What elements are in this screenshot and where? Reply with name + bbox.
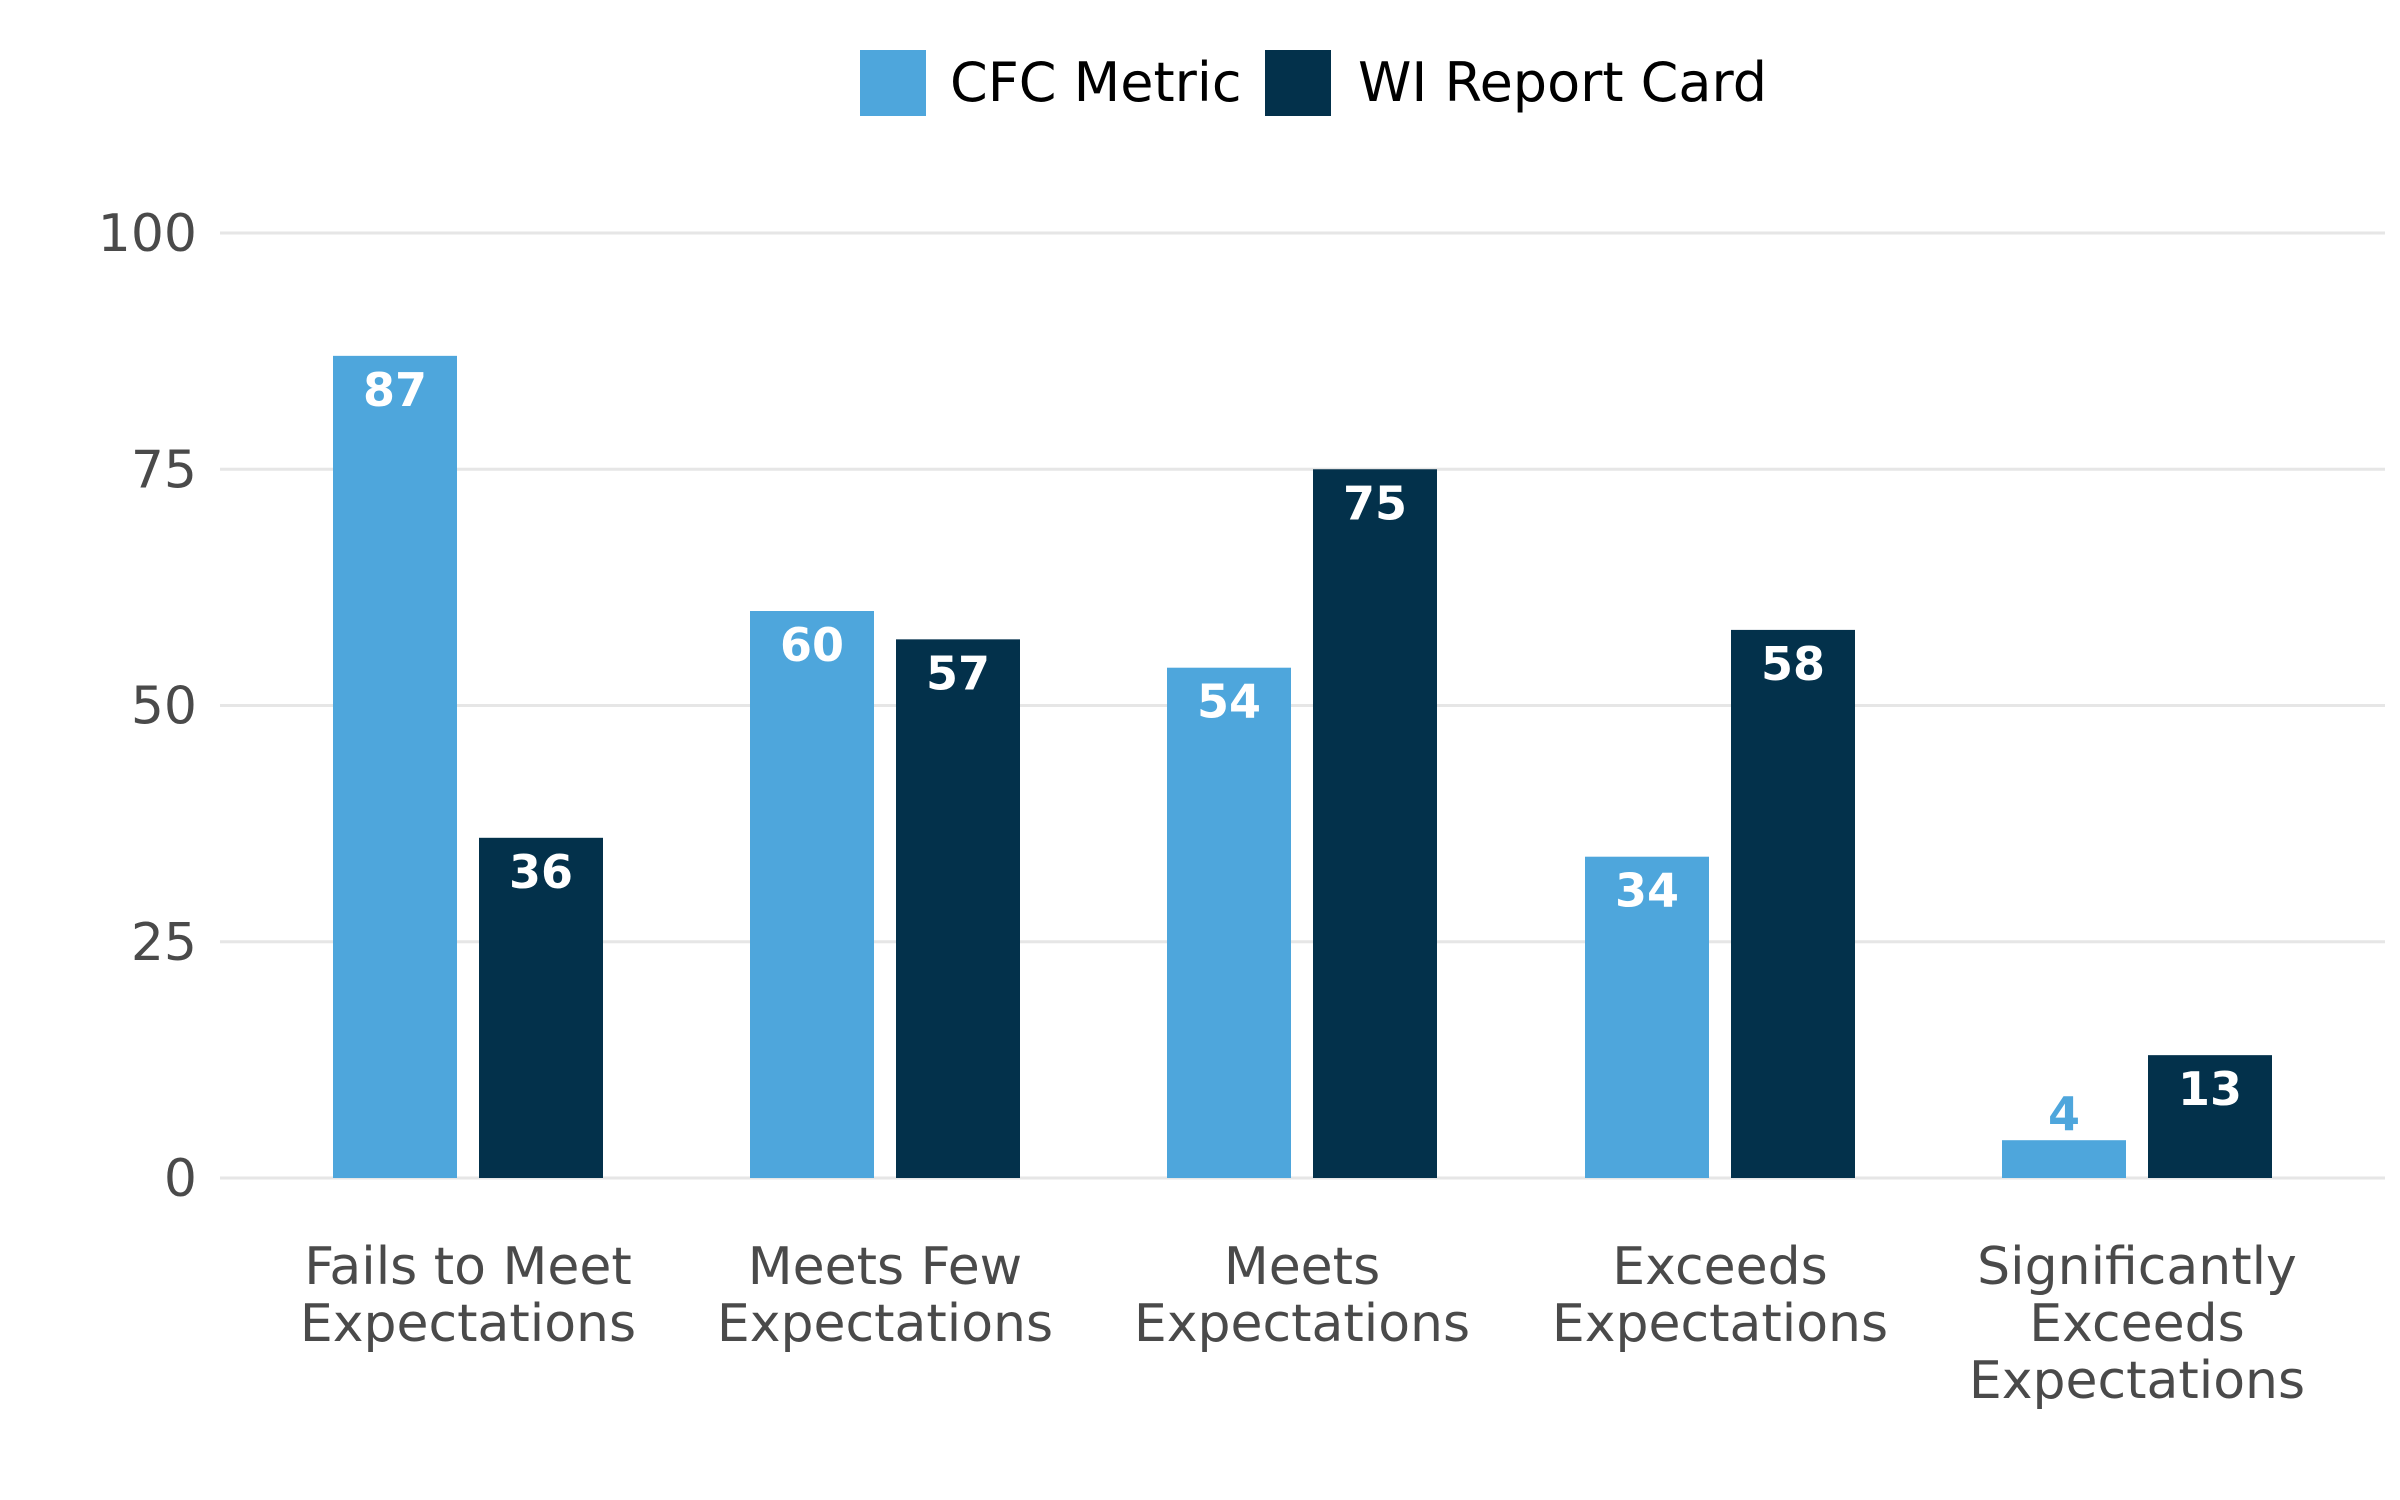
y-tick-label-75: 75: [131, 440, 197, 500]
x-category-label-line: Significantly: [1977, 1237, 2297, 1297]
x-category-label-line: Expectations: [300, 1294, 636, 1354]
x-category-label-line: Exceeds: [1612, 1237, 1827, 1297]
x-category-label-line: Expectations: [1969, 1351, 2305, 1411]
x-category-label-3: Meets Expectations: [1134, 1237, 1470, 1354]
x-category-label-line: Exceeds: [2029, 1294, 2244, 1354]
data-label-wi-report-card-3: 75: [1343, 476, 1407, 530]
x-category-label-line: Expectations: [717, 1294, 1053, 1354]
data-label-cfc-metric-4: 34: [1615, 864, 1679, 918]
bar-wi-report-card-3: [1313, 469, 1437, 1178]
legend-label-cfc-metric: CFC Metric: [950, 51, 1242, 114]
y-axis: 0 25 50 75 100: [98, 204, 197, 1209]
y-tick-label-50: 50: [131, 677, 197, 737]
legend: CFC Metric WI Report Card: [860, 50, 1767, 116]
x-category-label-line: Fails to Meet: [304, 1237, 632, 1297]
bar-cfc-metric-3: [1167, 668, 1291, 1178]
x-category-label-4: Exceeds Expectations: [1552, 1237, 1888, 1354]
x-category-label-1: Fails to Meet Expectations: [300, 1237, 636, 1354]
x-category-label-line: Meets: [1224, 1237, 1380, 1297]
y-tick-label-25: 25: [131, 913, 197, 973]
bar-cfc-metric-1: [333, 356, 457, 1178]
data-label-cfc-metric-5: 4: [2048, 1087, 2080, 1141]
y-tick-label-0: 0: [164, 1149, 197, 1209]
bars: [333, 356, 2272, 1178]
data-label-cfc-metric-2: 60: [780, 618, 844, 672]
data-label-wi-report-card-5: 13: [2178, 1062, 2242, 1116]
data-label-cfc-metric-3: 54: [1197, 675, 1261, 729]
bar-wi-report-card-4: [1731, 630, 1855, 1178]
x-category-label-5: Significantly Exceeds Expectations: [1969, 1237, 2305, 1411]
legend-label-wi-report-card: WI Report Card: [1358, 51, 1767, 114]
x-category-label-2: Meets Few Expectations: [717, 1237, 1053, 1354]
legend-swatch-wi-report-card: [1265, 50, 1331, 116]
x-category-label-line: Expectations: [1552, 1294, 1888, 1354]
data-label-wi-report-card-2: 57: [926, 646, 990, 700]
x-category-label-line: Expectations: [1134, 1294, 1470, 1354]
legend-swatch-cfc-metric: [860, 50, 926, 116]
data-labels: 87 60 54 34 4 36 57 75 58 13: [363, 363, 2242, 1141]
bar-wi-report-card-2: [896, 639, 1020, 1178]
y-tick-label-100: 100: [98, 204, 197, 264]
x-category-label-line: Meets Few: [748, 1237, 1022, 1297]
data-label-wi-report-card-1: 36: [509, 845, 573, 899]
bar-cfc-metric-5: [2002, 1140, 2126, 1178]
data-label-cfc-metric-1: 87: [363, 363, 427, 417]
data-label-wi-report-card-4: 58: [1761, 637, 1825, 691]
bar-cfc-metric-2: [750, 611, 874, 1178]
